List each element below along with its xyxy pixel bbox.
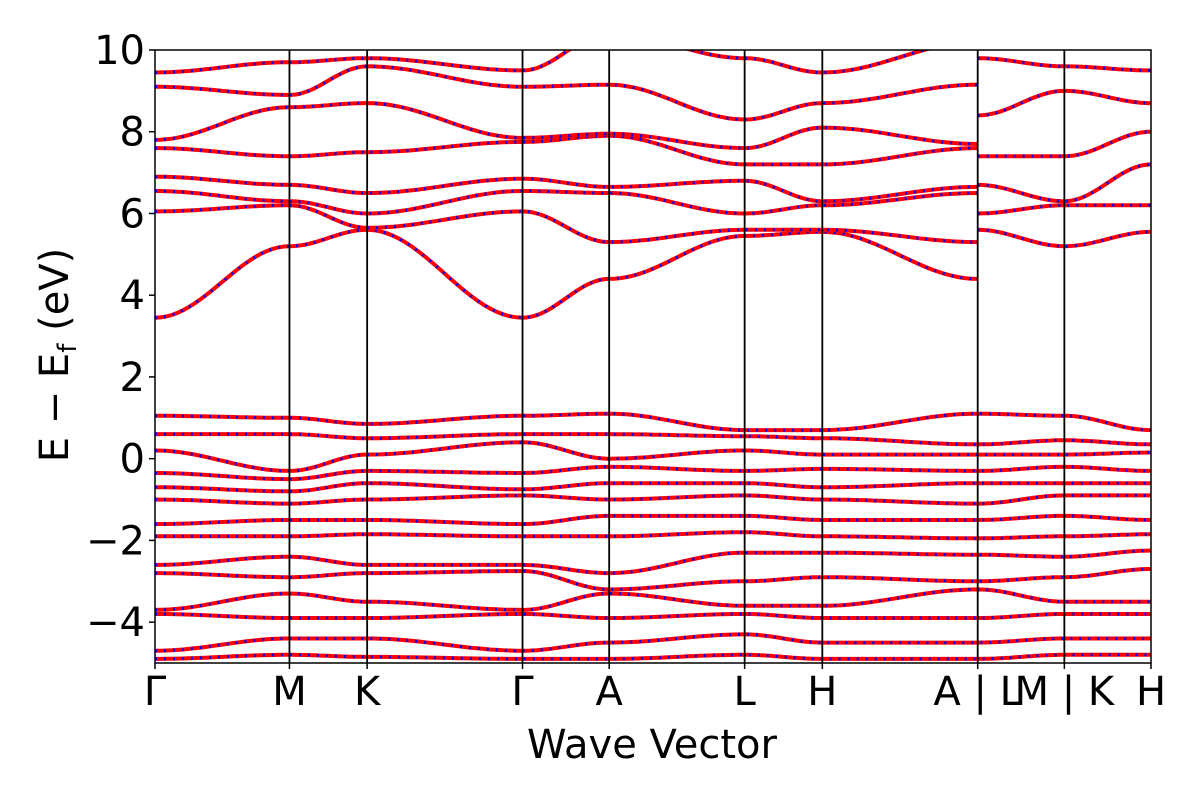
band-line-22	[155, 548, 1151, 576]
x-tick-label-6: H	[807, 669, 837, 715]
x-axis-label: Wave Vector	[527, 722, 778, 768]
band-line-3	[155, 174, 978, 204]
band-overlay-14	[155, 412, 1151, 432]
band-overlay-20	[155, 514, 1151, 526]
x-tick-label-8: M | K	[1015, 669, 1116, 715]
band-overlay-26	[155, 632, 1151, 653]
band-overlay-5	[155, 101, 978, 150]
band-overlay-10	[977, 162, 1151, 203]
band-overlay-3	[155, 175, 978, 203]
y-tick-label-2: 0	[120, 437, 145, 483]
band-line-23	[155, 567, 1151, 592]
x-tick-label-3: Γ	[511, 669, 534, 715]
y-tick-label-1: −2	[86, 518, 145, 564]
band-line-2	[155, 189, 978, 216]
y-tick-label-3: 2	[120, 355, 145, 401]
band-line-4	[155, 133, 978, 167]
band-overlay-25	[155, 612, 1151, 620]
band-overlay-2	[155, 189, 978, 216]
x-tick-label-5: L	[733, 669, 756, 715]
x-tick-label-2: K	[354, 669, 382, 715]
y-tick-label-7: 10	[94, 28, 145, 74]
band-overlay-17	[155, 465, 1151, 481]
y-axis-label-main: E − E	[32, 353, 78, 463]
high-symmetry-lines	[288, 50, 1066, 663]
x-tick-label-0: Γ	[144, 669, 167, 715]
band-overlay-18	[155, 481, 1151, 493]
band-line-0	[155, 227, 978, 320]
band-overlay-0	[155, 228, 978, 320]
band-line-24	[155, 587, 1151, 612]
y-tick-label-0: −4	[86, 600, 145, 646]
band-overlay-13	[977, 56, 1151, 72]
band-overlay-11	[977, 130, 1151, 158]
band-line-21	[155, 530, 1151, 541]
band-overlay-1	[155, 203, 978, 244]
y-axis: −4 −2 0 2 4 6 8 10	[86, 28, 155, 646]
x-tick-label-7: A | L	[933, 669, 1022, 715]
x-tick-label-1: M	[272, 669, 307, 715]
y-tick-label-6: 8	[120, 110, 145, 156]
band-overlay-15	[155, 432, 1151, 446]
band-overlay-27	[155, 653, 1151, 661]
x-axis: Γ M K Γ A L H A | LM | K H	[144, 663, 1166, 715]
band-line-5	[155, 101, 978, 151]
band-overlay-9	[977, 203, 1151, 215]
x-tick-label-4: A	[595, 669, 623, 715]
bands-layer	[155, 50, 1151, 661]
x-tick-label-9: H	[1136, 669, 1166, 715]
band-line-14	[155, 411, 1151, 433]
band-overlay-19	[155, 493, 1151, 506]
plot-frame	[154, 49, 1152, 664]
y-axis-label-unit: (eV)	[32, 248, 78, 344]
y-tick-label-5: 6	[120, 191, 145, 237]
band-line-26	[155, 632, 1151, 653]
band-line-7	[155, 50, 932, 75]
y-axis-label-sub: f	[53, 343, 83, 353]
band-line-6	[155, 64, 978, 122]
y-axis-label: E − Ef (eV)	[32, 248, 83, 463]
y-tick-label-4: 4	[120, 273, 145, 319]
band-line-16	[155, 440, 1151, 473]
